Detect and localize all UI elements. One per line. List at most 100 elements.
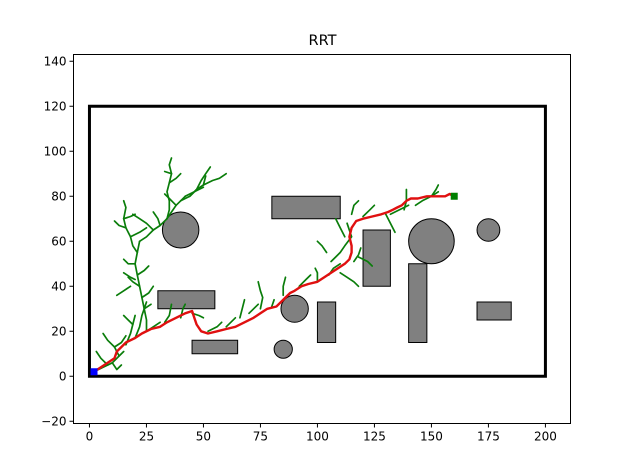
tree-branch-14 [122,199,139,254]
tree-branch-32 [163,303,173,324]
x-axis: 0 25 50 75 100 125 150 175 200 [86,423,557,444]
tree-branch-5 [125,314,136,346]
circle-obstacle-4 [476,218,501,242]
tree-branch-12 [136,265,150,276]
rrt-tree [93,157,440,373]
tree-branch-6 [122,314,134,326]
tree-branch-34 [191,312,205,319]
tree-branch-10 [141,285,155,299]
tree-branch-25 [168,172,182,184]
y-tick: 20 [51,325,74,339]
solution-path [92,192,456,373]
rect-obstacle-5 [408,263,428,343]
goal-marker [450,192,458,200]
tree-branch-42 [298,274,312,288]
tree-branch-39 [257,280,264,310]
x-tick-label: 175 [477,430,500,444]
x-tick: 0 [86,423,94,444]
tree-branch-16 [113,220,127,229]
x-tick: 175 [477,423,500,444]
y-tick: 140 [44,55,74,69]
y-tick-label: 60 [51,235,66,249]
x-tick-label: 200 [534,430,557,444]
y-tick: 100 [44,145,74,159]
y-tick-label: 100 [44,145,67,159]
rect-obstacle-6 [476,301,512,321]
y-tick: 40 [51,280,74,294]
x-tick-label: 50 [196,430,211,444]
y-tick-label: −20 [41,415,66,429]
x-tick: 25 [139,423,154,444]
tree-branch-28 [195,166,212,191]
tree-branch-55 [384,213,396,234]
tree-branch-8 [143,303,152,310]
y-axis: −20 0 20 40 60 80 100 120 140 [41,55,74,429]
y-tick-label: 140 [44,55,67,69]
y-tick-label: 120 [44,100,67,114]
rect-obstacle-3 [316,301,337,343]
tree-branch-46 [353,247,362,263]
y-tick-label: 40 [51,280,66,294]
workspace-boundary [87,104,547,378]
x-tick: 100 [306,423,329,444]
axes-frame [73,54,571,424]
tree-branch-45 [339,271,360,288]
x-tick-label: 150 [420,430,443,444]
x-tick: 150 [420,423,443,444]
tree-branch-38 [248,303,260,315]
circle-obstacle-3 [408,218,455,265]
tree-branch-35 [207,321,223,333]
tree-branch-49 [350,199,360,216]
circle-obstacle-0 [161,211,200,249]
rect-obstacle-0 [157,290,216,310]
tree-branch-2 [111,361,123,371]
y-tick-label: 20 [51,325,66,339]
y-tick: −20 [41,415,74,429]
rect-obstacle-1 [191,339,239,355]
y-tick: 60 [51,235,74,249]
x-tick: 200 [534,423,557,444]
tree-branch-30 [131,213,155,231]
tree-branch-36 [225,316,237,328]
tree-branch-59 [115,285,132,297]
tree-branch-58 [122,271,136,281]
tree-branch-37 [239,298,246,319]
tree-branch-4 [113,334,127,348]
tree-branch-26 [163,170,173,175]
x-tick-label: 0 [86,430,94,444]
tree-branch-29 [202,175,207,186]
rect-obstacle-2 [271,195,341,220]
plot-area [87,104,547,378]
tree-branch-47 [357,256,374,267]
y-tick: 80 [51,190,74,204]
tree-branch-21 [163,193,177,207]
circle-obstacle-1 [280,294,309,323]
circle-obstacle-2 [273,339,293,359]
tree-branch-11 [127,276,141,288]
y-tick: 0 [59,370,74,384]
tree-branch-7 [134,301,148,339]
x-tick-label: 100 [306,430,329,444]
tree-branch-57 [334,217,346,238]
x-tick-label: 75 [253,430,268,444]
tree-branch-27 [188,172,228,198]
tree-branch-50 [362,204,376,218]
tree-branch-24 [166,157,173,220]
tree-branch-1 [95,350,109,366]
tree-branch-19 [152,211,161,227]
x-tick: 50 [196,423,211,444]
tree-branch-54 [430,184,440,198]
x-tick: 125 [363,423,386,444]
tree-branch-40 [270,298,275,308]
y-tick-label: 80 [51,190,66,204]
y-tick: 120 [44,100,74,114]
x-tick: 75 [253,423,268,444]
tree-branch-56 [316,240,328,254]
tree-branch-53 [414,190,440,207]
tree-branch-13 [122,258,136,265]
rect-obstacle-4 [362,229,391,287]
tree-branch-15 [129,226,148,238]
chart-title: RRT [309,33,337,49]
tree-branch-43 [314,267,319,283]
